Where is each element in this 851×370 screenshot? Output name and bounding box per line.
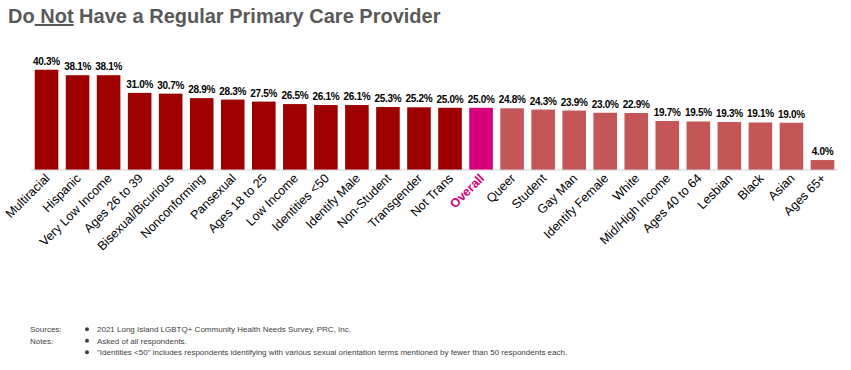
bar — [531, 110, 555, 170]
bar — [624, 113, 648, 170]
bar — [221, 100, 245, 170]
data-label: 19.0% — [778, 109, 805, 120]
data-label: 27.5% — [250, 88, 277, 99]
x-tick-label: Not Trans — [408, 171, 456, 219]
data-label: 19.5% — [685, 107, 712, 118]
bar — [500, 108, 524, 170]
bar — [314, 105, 338, 170]
bar — [283, 104, 307, 170]
x-axis-line — [31, 170, 838, 171]
bar — [159, 94, 183, 170]
bar — [128, 93, 152, 170]
bar — [718, 122, 742, 170]
bar — [749, 122, 773, 170]
bar — [469, 108, 493, 170]
data-label: 24.8% — [499, 94, 526, 105]
bar — [35, 70, 59, 170]
footnote: 2021 Long Island LGBTQ+ Community Health… — [97, 325, 351, 334]
data-label: 38.1% — [95, 61, 122, 72]
data-label: 26.5% — [281, 90, 308, 101]
data-label: 24.3% — [530, 96, 557, 107]
footnote: Asked of all respondents. — [97, 337, 187, 346]
x-tick-label: Black — [735, 171, 767, 203]
bars — [35, 70, 835, 170]
bar — [562, 111, 586, 170]
data-label: 4.0% — [812, 146, 834, 157]
data-label: 19.7% — [654, 107, 681, 118]
bar — [190, 98, 214, 170]
x-tick-label: Lesbian — [695, 171, 736, 212]
footnote: "Identities <50" includes respondents id… — [97, 348, 567, 357]
chart: Do Not Have a Regular Primary Care Provi… — [0, 0, 851, 370]
data-label: 26.1% — [343, 91, 370, 102]
x-tick-label: Identify Female — [541, 171, 611, 241]
data-label: 25.0% — [437, 94, 464, 105]
bullet — [85, 339, 89, 343]
data-label: 40.3% — [33, 56, 60, 67]
bar — [655, 121, 679, 170]
bar — [438, 108, 462, 170]
bar — [97, 75, 121, 170]
labels: 40.3%Multiracial38.1%Hispanic38.1%Very L… — [3, 56, 834, 254]
data-label: 23.0% — [592, 99, 619, 110]
bullet — [85, 350, 89, 354]
data-label: 30.7% — [157, 80, 184, 91]
bar — [66, 75, 90, 170]
sources-label: Sources: — [30, 325, 62, 334]
title: Do Not Have a Regular Primary Care Provi… — [8, 5, 441, 27]
bar — [376, 107, 400, 170]
data-label: 31.0% — [126, 79, 153, 90]
bar — [780, 123, 804, 170]
x-tick-label: Ages 65+ — [781, 171, 828, 218]
data-label: 25.3% — [375, 93, 402, 104]
bar — [345, 105, 369, 170]
x-tick-label: Multiracial — [3, 171, 53, 221]
bar — [811, 160, 835, 170]
data-label: 28.3% — [219, 86, 246, 97]
data-label: 25.2% — [406, 93, 433, 104]
bar — [593, 113, 617, 170]
data-label: 26.1% — [312, 91, 339, 102]
x-tick-label: Overall — [447, 171, 487, 211]
data-label: 23.9% — [561, 97, 588, 108]
data-label: 19.3% — [716, 108, 743, 119]
bar — [407, 107, 431, 170]
data-label: 28.9% — [188, 84, 215, 95]
bar — [687, 121, 711, 170]
data-label: 22.9% — [623, 99, 650, 110]
notes-label: Notes: — [30, 337, 53, 346]
bar — [252, 102, 276, 170]
data-label: 38.1% — [64, 61, 91, 72]
bullet — [85, 327, 89, 331]
data-label: 19.1% — [747, 108, 774, 119]
data-label: 25.0% — [468, 94, 495, 105]
